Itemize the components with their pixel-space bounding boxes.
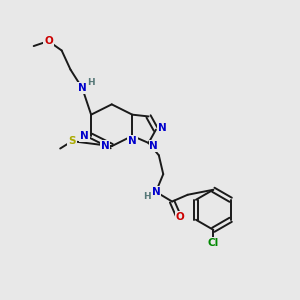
Text: N: N xyxy=(152,187,160,197)
Text: N: N xyxy=(128,136,137,146)
Text: O: O xyxy=(176,212,184,222)
Text: S: S xyxy=(68,136,76,146)
Text: N: N xyxy=(78,83,87,93)
Text: H: H xyxy=(143,192,151,201)
Text: N: N xyxy=(158,123,167,133)
Text: H: H xyxy=(87,78,95,87)
Text: Cl: Cl xyxy=(208,238,219,248)
Text: N: N xyxy=(80,131,89,141)
Text: O: O xyxy=(44,36,53,46)
Text: N: N xyxy=(149,141,158,151)
Text: N: N xyxy=(101,141,110,151)
